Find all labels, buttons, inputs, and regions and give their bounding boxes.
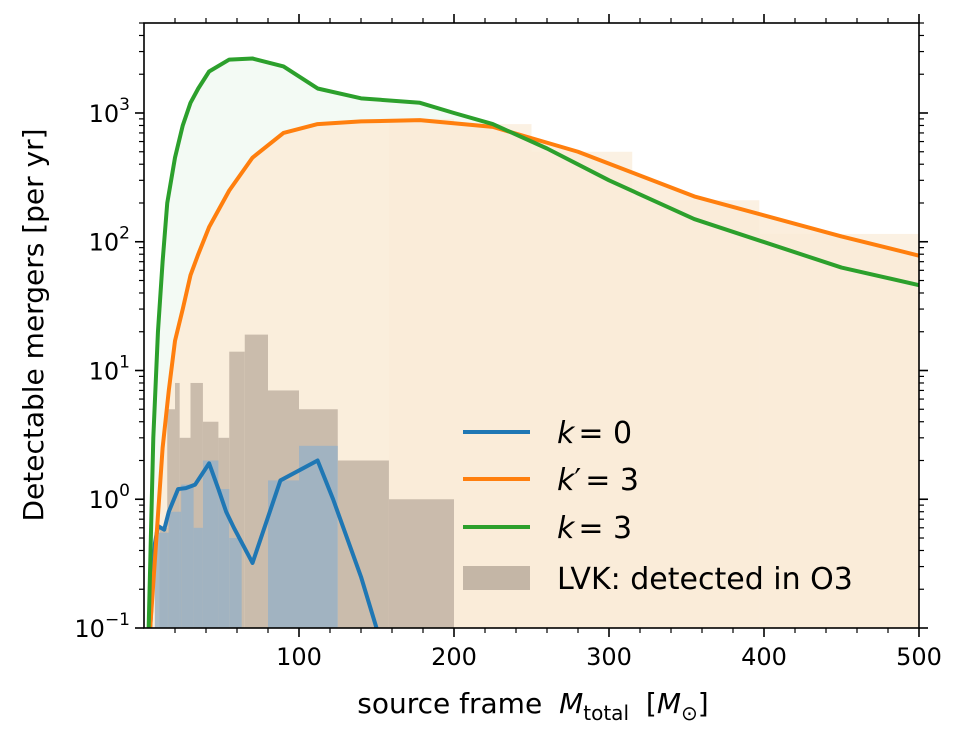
- legend-label: k = 0: [557, 416, 632, 451]
- kprime3-hist-bar: [454, 124, 532, 628]
- kprime3-histogram: [388, 118, 919, 628]
- x-tick-labels: 100 200 300 400 500: [276, 643, 942, 671]
- k0-hist-bar: [193, 527, 203, 628]
- x-tick-label: 100: [276, 643, 322, 671]
- kprime3-line: [148, 118, 919, 628]
- y-tick-labels: 10−1 100 101 102 103: [74, 95, 130, 643]
- x-axis-unit-sub: ⊙: [681, 701, 698, 725]
- y-tick-label: 101: [89, 352, 130, 385]
- plot-frame: [143, 22, 920, 629]
- k0-hist-bar: [202, 460, 219, 628]
- y-tick-label: 100: [89, 481, 130, 514]
- y-tick-label: 10−1: [74, 610, 130, 643]
- legend-label: k′ = 3: [557, 463, 639, 498]
- k0-hist-bar: [181, 484, 194, 628]
- lvk-hist-bar: [244, 334, 268, 628]
- legend-patch: [463, 566, 530, 590]
- series-lines: [146, 56, 919, 628]
- k3-line: [146, 56, 919, 628]
- legend: k = 0 k′ = 3 k = 3 LVK: detected in O3: [463, 416, 853, 597]
- lvk-hist-bar: [388, 499, 454, 628]
- kprime3-hist-bar: [531, 151, 633, 628]
- x-axis-unit-open: [: [646, 687, 657, 720]
- k0-hist-bar: [218, 489, 230, 628]
- y-tick-label: 103: [89, 95, 130, 128]
- kprime3-hist-bar: [632, 200, 760, 628]
- x-axis-title-sub: total: [583, 701, 629, 725]
- k0-hist-bar: [154, 532, 169, 628]
- k0-line: [148, 458, 379, 628]
- k0-hist-bar: [168, 511, 182, 628]
- x-axis-title: source frame Mtotal [M⊙]: [357, 687, 708, 727]
- y-axis-title: Detectable mergers [per yr]: [17, 128, 50, 521]
- plot-area: [144, 23, 919, 628]
- x-axis-unit-var: M: [657, 687, 681, 720]
- kprime3-hist-bar: [759, 233, 919, 628]
- x-tick-label: 200: [431, 643, 477, 671]
- x-axis-title-var: M: [559, 687, 583, 720]
- x-axis-unit-close: ]: [698, 687, 709, 720]
- y-tick-label: 102: [89, 224, 130, 257]
- x-axis-title-text: source frame: [357, 687, 542, 720]
- axis-ticks: [135, 14, 928, 637]
- k0-hist-bar: [299, 445, 338, 628]
- k0-hist-bar: [229, 538, 242, 628]
- legend-label: k = 3: [557, 511, 632, 546]
- lvk-hist-bar: [337, 460, 389, 628]
- legend-label: LVK: detected in O3: [557, 562, 853, 597]
- x-tick-label: 300: [586, 643, 632, 671]
- x-tick-label: 400: [741, 643, 787, 671]
- lvk-hist-bar: [175, 382, 180, 628]
- x-tick-label: 500: [896, 643, 942, 671]
